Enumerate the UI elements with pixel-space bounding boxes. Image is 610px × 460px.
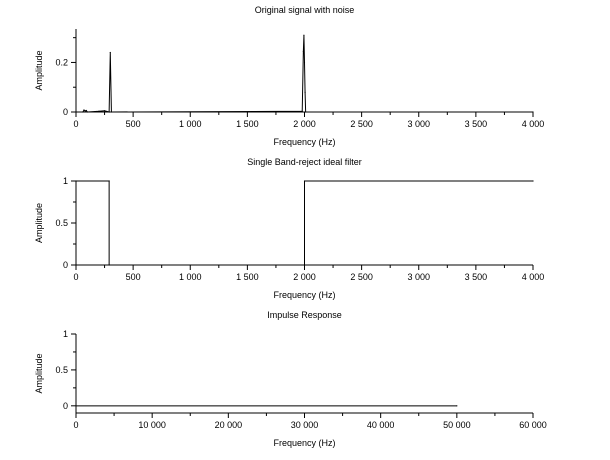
series-line (76, 180, 533, 266)
data-point (75, 405, 77, 407)
data-point (75, 180, 77, 182)
data-point (83, 109, 85, 111)
data-point (108, 264, 110, 266)
data-point (303, 180, 306, 182)
x-tick-label: 3 000 (407, 119, 430, 129)
y-tick-label: 0 (63, 260, 68, 270)
data-point (303, 34, 305, 36)
data-point (303, 264, 306, 266)
data-point (303, 61, 306, 64)
x-tick-label: 1 500 (236, 119, 259, 129)
x-tick-label: 20 000 (215, 420, 243, 430)
x-tick-label: 3 500 (465, 119, 488, 129)
x-tick-label: 1 000 (179, 272, 202, 282)
x-tick-label: 4 000 (522, 119, 545, 129)
data-point (108, 180, 110, 182)
data-point (301, 110, 303, 112)
data-point (108, 111, 110, 113)
data-point (86, 111, 89, 113)
subplot-2: Single Band-reject ideal filter 0 500 1 000… (34, 157, 544, 300)
data-point (305, 111, 307, 113)
x-tick-label: 2 000 (293, 119, 316, 129)
x-tick-label: 2 000 (293, 272, 316, 282)
data-point (532, 111, 534, 113)
data-point (82, 111, 84, 113)
x-axis-label: Frequency (Hz) (273, 137, 335, 147)
data-point (302, 50, 304, 52)
x-tick-label: 1 500 (236, 272, 259, 282)
x-axis-label: Frequency (Hz) (273, 290, 335, 300)
x-tick-label: 3 500 (465, 272, 488, 282)
x-tick-label: 60 000 (519, 420, 547, 430)
x-tick-label: 50 000 (443, 420, 471, 430)
y-tick-label: 0 (63, 401, 68, 411)
data-point (110, 111, 113, 113)
data-point (532, 180, 534, 182)
x-tick-label: 4 000 (522, 272, 545, 282)
y-axis-label: Amplitude (34, 353, 44, 393)
chart-title: Original signal with noise (255, 5, 355, 15)
y-tick-label: 0.2 (55, 57, 68, 67)
x-axis-label: Frequency (Hz) (273, 438, 335, 448)
x-tick-label: 10 000 (138, 420, 166, 430)
x-tick-label: 0 (73, 119, 78, 129)
y-tick-label: 0 (63, 107, 68, 117)
chart-title: Single Band-reject ideal filter (247, 157, 362, 167)
chart-title: Impulse Response (267, 310, 342, 320)
subplot-1: Original signal with noise 0 500 1 000 1 500… (34, 5, 544, 147)
x-tick-label: 3 000 (407, 272, 430, 282)
data-point (103, 110, 106, 112)
data-point (84, 110, 86, 112)
data-point (109, 51, 111, 54)
x-tick-label: 0 (73, 420, 78, 430)
data-point (75, 111, 77, 113)
x-tick-label: 500 (126, 119, 141, 129)
data-point (304, 91, 306, 93)
x-tick-label: 500 (126, 272, 141, 282)
x-tick-label: 30 000 (291, 420, 319, 430)
y-axis-label: Amplitude (34, 203, 44, 243)
y-tick-label: 0.5 (55, 365, 68, 375)
x-tick-label: 1 000 (179, 119, 202, 129)
y-tick-label: 1 (63, 176, 68, 186)
data-point (98, 110, 100, 112)
x-tick-label: 2 500 (350, 272, 373, 282)
x-tick-label: 40 000 (367, 420, 395, 430)
subplot-3: Impulse Response 0 10 000 20 000 30 000 40 00… (34, 310, 547, 448)
y-tick-label: 1 (63, 329, 68, 339)
x-tick-label: 0 (73, 272, 78, 282)
y-axis-label: Amplitude (34, 50, 44, 90)
data-point (456, 405, 458, 407)
series-line (76, 35, 533, 113)
data-point (85, 109, 87, 112)
x-tick-label: 2 500 (350, 119, 373, 129)
y-tick-label: 0.5 (55, 218, 68, 228)
